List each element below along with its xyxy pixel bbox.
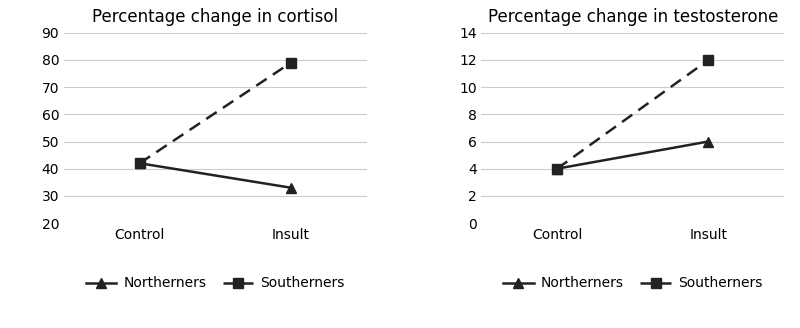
Legend: Northerners, Southerners: Northerners, Southerners: [498, 271, 768, 296]
Title: Percentage change in testosterone: Percentage change in testosterone: [487, 8, 778, 26]
Legend: Northerners, Southerners: Northerners, Southerners: [80, 271, 350, 296]
Title: Percentage change in cortisol: Percentage change in cortisol: [92, 8, 338, 26]
